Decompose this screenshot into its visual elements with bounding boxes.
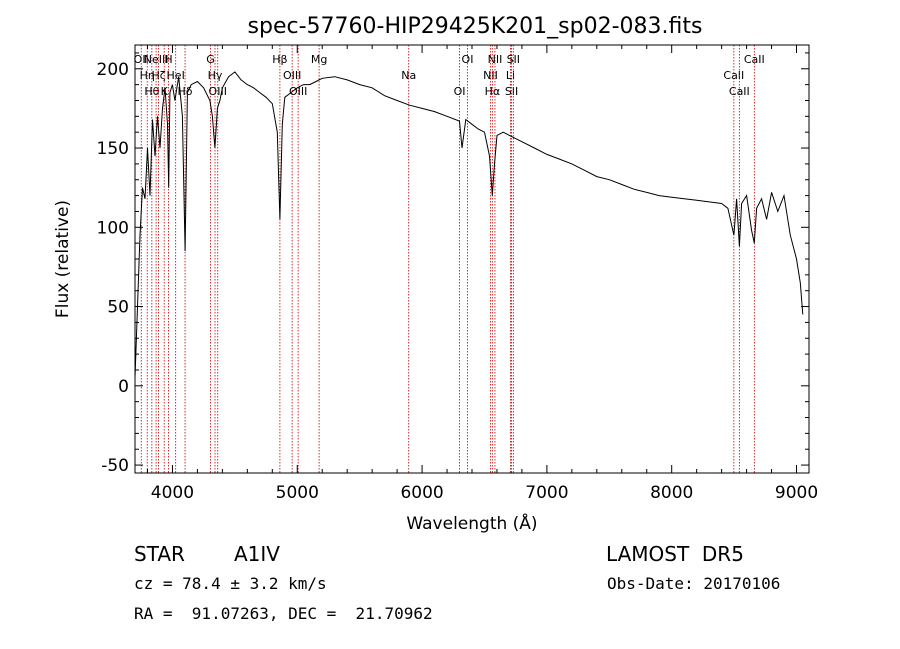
spectral-subclass: A1IV — [234, 542, 280, 566]
line-marker-label: Hθ — [144, 85, 159, 98]
line-marker-label: Hα — [485, 85, 501, 98]
chart-title: spec-57760-HIP29425K201_sp02-083.fits — [248, 14, 703, 39]
y-tick-label: 200 — [97, 60, 129, 80]
line-marker-label: OI — [462, 53, 474, 66]
line-marker-label: OIII — [209, 85, 227, 98]
line-marker-label: G — [206, 53, 215, 66]
line-marker-label: Hγ — [208, 69, 223, 82]
line-marker-label: HeI — [167, 69, 185, 82]
x-tick-label: 5000 — [276, 483, 319, 503]
line-marker-label: Na — [401, 69, 416, 82]
line-marker-label: CaII — [744, 53, 765, 66]
line-marker-label: Hζ — [151, 69, 165, 82]
line-marker-label: Mg — [311, 53, 327, 66]
line-marker-label: OII — [134, 53, 149, 66]
y-tick-label: 150 — [97, 139, 129, 159]
line-marker-label: NII — [483, 69, 498, 82]
x-axis-ticks: 4000 5000 6000 7000 8000 9000 — [146, 45, 818, 503]
y-axis-label: Flux (relative) — [53, 200, 73, 318]
line-marker-label: NII — [488, 53, 503, 66]
x-tick-label: 7000 — [525, 483, 568, 503]
y-axis-ticks: -50 0 50 100 150 200 — [97, 52, 809, 476]
line-marker-label: NeIII — [144, 53, 169, 66]
spectrum-line — [134, 71, 804, 378]
y-tick-label: 0 — [118, 377, 129, 397]
line-marker-label: Li — [506, 69, 515, 82]
x-tick-label: 9000 — [775, 483, 818, 503]
x-tick-label: 8000 — [650, 483, 693, 503]
redshift-text: cz = 78.4 ± 3.2 km/s — [134, 574, 327, 593]
y-tick-label: 50 — [107, 298, 129, 318]
x-tick-label: 4000 — [151, 483, 194, 503]
plot-frame — [134, 44, 810, 474]
line-marker-label: CaII — [729, 85, 750, 98]
object-class: STAR — [134, 542, 185, 566]
line-marker-label: Hη — [140, 69, 155, 82]
x-tick-label: 6000 — [400, 483, 443, 503]
survey-label: LAMOST DR5 — [606, 542, 744, 566]
line-marker-label: SII — [505, 85, 518, 98]
obs-date-text: Obs-Date: 20170106 — [607, 574, 781, 593]
line-marker-label: CaII — [723, 69, 744, 82]
line-marker-label: OIII — [289, 85, 307, 98]
x-axis-label: Wavelength (Å) — [406, 512, 537, 534]
line-marker-label: OIII — [283, 69, 301, 82]
emission-line-markers: OIIHηHθNeIIIHζKHHeIHδGHγOIIIHβOIIIOIIIMg… — [134, 45, 765, 473]
line-marker-label: OI — [454, 85, 466, 98]
line-marker-label: Hβ — [272, 53, 287, 66]
line-marker-label: SII — [507, 53, 520, 66]
coordinates-text: RA = 91.07263, DEC = 21.70962 — [134, 604, 433, 623]
line-marker-label: H — [164, 53, 172, 66]
y-tick-label: -50 — [101, 456, 129, 476]
y-tick-label: 100 — [97, 218, 129, 238]
